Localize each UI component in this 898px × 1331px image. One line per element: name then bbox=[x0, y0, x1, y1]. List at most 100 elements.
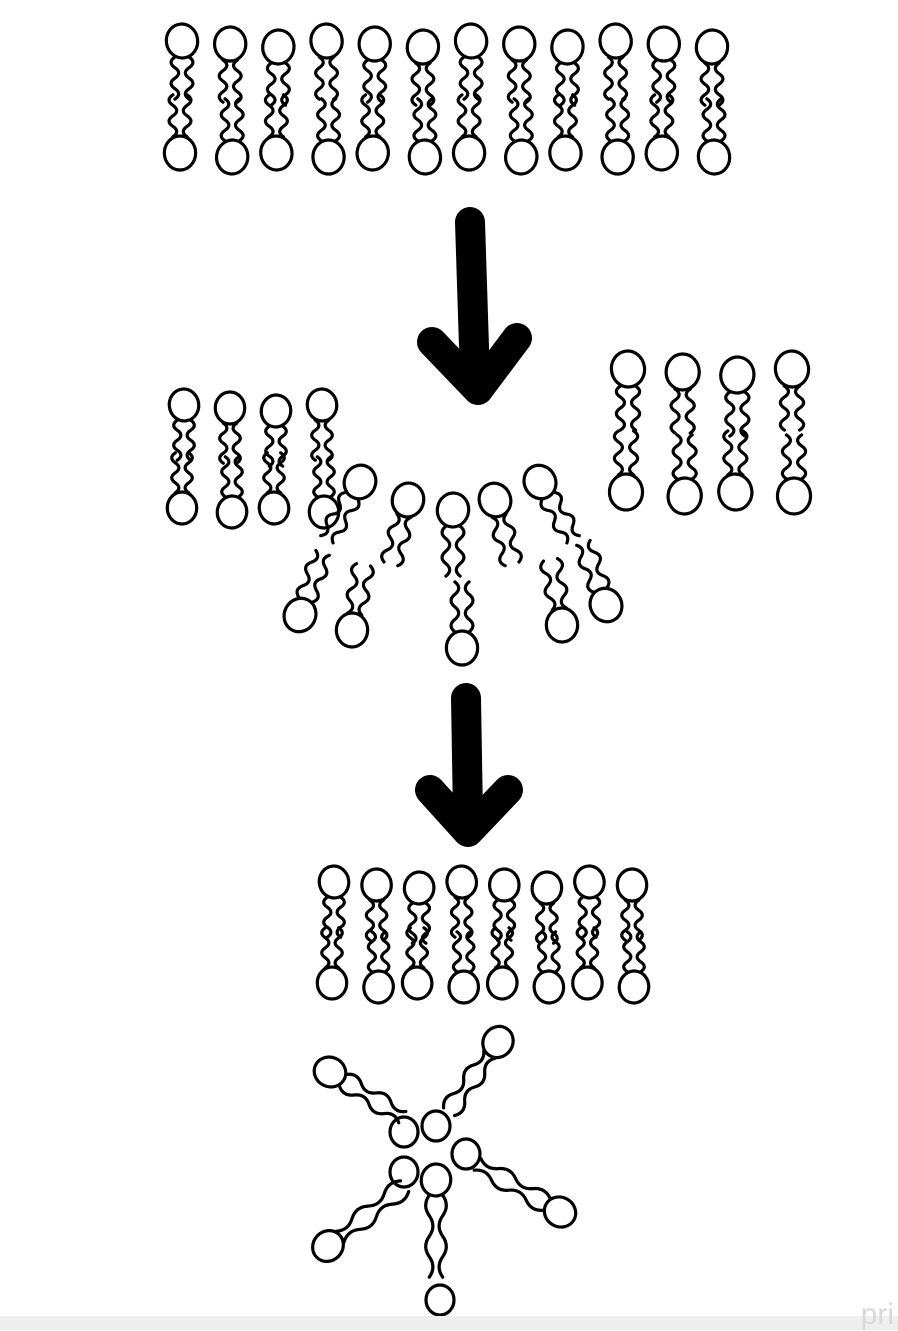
lipid-head bbox=[588, 586, 624, 624]
upper-leaflet-lipid bbox=[646, 25, 682, 104]
lipid-tail bbox=[663, 93, 675, 139]
lipid-tail bbox=[320, 926, 331, 970]
lower-leaflet-lipid bbox=[775, 433, 813, 516]
lipid-tail bbox=[503, 926, 515, 970]
lipid-head bbox=[666, 476, 703, 516]
lipid-tail bbox=[330, 97, 342, 143]
cluster-lipid-lower bbox=[334, 562, 375, 649]
lipid-head bbox=[215, 494, 249, 530]
lipid-micelle bbox=[311, 1024, 578, 1317]
upper-leaflet-lipid bbox=[405, 28, 441, 107]
upper-leaflet-lipid bbox=[213, 390, 247, 465]
lipid-head bbox=[445, 864, 479, 900]
lipid-head bbox=[444, 629, 480, 667]
lipid-tail bbox=[548, 901, 559, 945]
lipid-tail bbox=[360, 93, 371, 139]
lipid-head bbox=[773, 349, 811, 389]
upper-leaflet-lipid bbox=[259, 393, 293, 468]
lipid-tail bbox=[441, 1049, 486, 1110]
lipid-tail bbox=[793, 384, 806, 432]
lipid-tail bbox=[278, 93, 289, 139]
lipid-head bbox=[775, 476, 813, 516]
lower-leaflet-lipid bbox=[717, 429, 754, 512]
lipid-tail bbox=[333, 926, 344, 970]
lipid-tail bbox=[345, 562, 359, 615]
lipid-head bbox=[311, 138, 346, 176]
micelle-lipid bbox=[312, 1055, 408, 1125]
micelle-lipid bbox=[472, 1157, 578, 1229]
lower-leaflet-lipid bbox=[214, 97, 250, 176]
lipid-tail bbox=[506, 58, 518, 104]
upper-leaflet-lipid bbox=[212, 25, 248, 104]
lipid-tail bbox=[701, 97, 713, 143]
lipid-tail bbox=[437, 1193, 448, 1279]
lipid-tail bbox=[183, 451, 194, 495]
lipid-tail bbox=[550, 930, 561, 974]
lipid-head bbox=[615, 867, 649, 903]
lipid-tail bbox=[342, 1189, 411, 1244]
lipid-tail bbox=[233, 455, 244, 499]
lipid-head bbox=[305, 387, 339, 423]
lipid-tail bbox=[586, 538, 611, 589]
intact-lipid-bilayer bbox=[162, 22, 732, 176]
lower-leaflet-lipid bbox=[215, 455, 249, 530]
lipid-head bbox=[259, 134, 294, 172]
lipid-head bbox=[214, 138, 250, 176]
lipid-tail bbox=[671, 433, 683, 481]
lower-leaflet-lipid bbox=[447, 930, 481, 1005]
lower-leaflet-lipid bbox=[407, 97, 443, 176]
lipid-head bbox=[407, 138, 443, 176]
lipid-tail bbox=[534, 901, 546, 945]
left-bilayer-fragment bbox=[165, 387, 341, 530]
lipid-head bbox=[504, 138, 539, 176]
lipid-tail bbox=[454, 524, 466, 578]
upper-leaflet-lipid bbox=[402, 870, 436, 945]
upper-leaflet-lipid bbox=[664, 352, 701, 435]
lipid-head bbox=[317, 864, 351, 900]
upper-leaflet-lipid bbox=[530, 870, 564, 945]
lower-leaflet-lipid bbox=[355, 93, 390, 172]
lipid-tail bbox=[217, 58, 229, 104]
micelle-head bbox=[424, 1283, 456, 1317]
lipid-tail bbox=[588, 926, 600, 970]
lipid-head bbox=[717, 472, 754, 512]
upper-leaflet-lipid bbox=[453, 22, 489, 101]
lipid-head bbox=[664, 352, 701, 392]
lipid-head bbox=[282, 596, 318, 634]
lipid-head bbox=[451, 134, 487, 172]
lipid-head bbox=[355, 134, 390, 172]
lipid-tail bbox=[453, 1056, 497, 1118]
upper-leaflet-lipid bbox=[309, 22, 344, 101]
lipid-tail bbox=[316, 97, 327, 143]
lipid-head bbox=[477, 481, 513, 519]
lipid-tail bbox=[479, 1157, 552, 1201]
lipid-tail bbox=[172, 418, 183, 462]
lipid-tail bbox=[322, 895, 333, 939]
lipid-tail bbox=[633, 898, 644, 942]
lipid-tail bbox=[635, 930, 646, 974]
lipid-tail bbox=[649, 93, 661, 139]
lipid-tail bbox=[264, 424, 275, 468]
lipid-head bbox=[609, 349, 647, 389]
lipid-head bbox=[530, 870, 564, 906]
lipid-head bbox=[617, 969, 651, 1005]
lipid-tail bbox=[364, 898, 376, 942]
cluster-lipid-lower bbox=[539, 557, 580, 644]
micelle-head bbox=[388, 1155, 420, 1189]
lipid-head bbox=[522, 463, 558, 501]
lipid-tail bbox=[167, 93, 179, 139]
cluster-lipid-lower bbox=[575, 538, 624, 624]
lipid-head bbox=[342, 463, 378, 501]
lipid-tail bbox=[277, 424, 288, 468]
lipid-tail bbox=[577, 895, 588, 939]
lipid-tail bbox=[169, 55, 181, 101]
upper-leaflet-lipid bbox=[360, 867, 393, 942]
lipid-tail bbox=[362, 58, 373, 104]
lipid-head bbox=[261, 28, 296, 66]
lipid-tail bbox=[405, 926, 416, 970]
lipid-tail bbox=[684, 387, 696, 435]
lipid-tail bbox=[319, 490, 348, 538]
micelle-head bbox=[450, 1137, 482, 1171]
lipid-head bbox=[311, 1229, 345, 1263]
